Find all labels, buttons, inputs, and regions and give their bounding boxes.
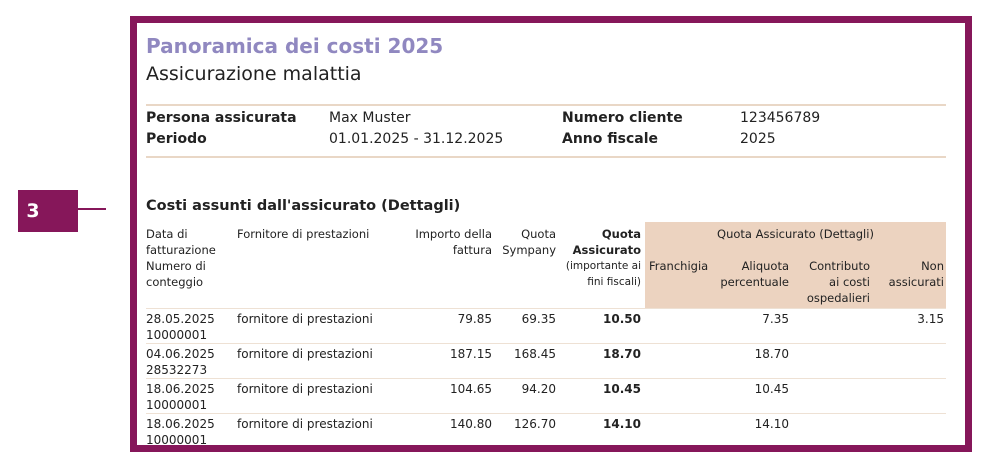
column-header: Contributo (809, 259, 870, 273)
info-value: 01.01.2025 - 31.12.2025 (329, 131, 504, 147)
callout-line (50, 208, 106, 210)
cell-date: 18.06.2025 (146, 382, 215, 396)
subtitle: Assicurazione malattia (146, 63, 362, 85)
cell: 187.15 (450, 347, 492, 361)
cell: 14.10 (603, 417, 641, 431)
cell: fornitore di prestazioni (237, 312, 373, 326)
cell: 140.80 (450, 417, 492, 431)
column-header: Aliquota (741, 259, 789, 273)
document-frame: Panoramica dei costi 2025 Assicurazione … (130, 16, 972, 452)
column-header: percentuale (720, 275, 789, 289)
column-header: Assicurato (572, 243, 641, 257)
cell: 18.70 (603, 347, 641, 361)
cell-date: 28.05.2025 (146, 312, 215, 326)
divider (146, 156, 946, 158)
column-header: Non (921, 259, 944, 273)
cell-number: 10000001 (146, 433, 208, 447)
callout-box (18, 190, 78, 232)
cell: 126.70 (514, 417, 556, 431)
row-separator (146, 378, 946, 379)
cell-date: 18.06.2025 (146, 417, 215, 431)
divider (146, 104, 946, 106)
row-separator (146, 308, 946, 309)
row-separator (146, 343, 946, 344)
info-value: 2025 (740, 131, 776, 147)
column-header: assicurati (888, 275, 944, 289)
column-header: Importo della (415, 227, 492, 241)
column-header: conteggio (146, 275, 204, 289)
cell-number: 28532273 (146, 363, 208, 377)
column-header: ospedalieri (806, 291, 870, 305)
title: Panoramica dei costi 2025 (146, 34, 444, 58)
cell: 10.45 (603, 382, 641, 396)
callout-number: 3 (26, 200, 40, 222)
cell: fornitore di prestazioni (237, 347, 373, 361)
column-header: Sympany (502, 243, 556, 257)
column-header-note: fini fiscali) (587, 276, 641, 288)
info-label: Persona assicurata (146, 110, 297, 126)
column-header: Data di (146, 227, 188, 241)
cell-date: 04.06.2025 (146, 347, 215, 361)
cell: 14.10 (754, 417, 789, 431)
cell: 94.20 (521, 382, 556, 396)
info-label: Periodo (146, 131, 207, 147)
cell: 7.35 (762, 312, 789, 326)
column-header: Quota (601, 227, 641, 241)
shaded-header (645, 222, 946, 308)
cell-number: 10000001 (146, 328, 208, 342)
cell: fornitore di prestazioni (237, 382, 373, 396)
cell: 10.45 (754, 382, 789, 396)
column-header: fattura (452, 243, 492, 257)
cell: fornitore di prestazioni (237, 417, 373, 431)
column-header-note: (importante ai (565, 260, 641, 272)
column-header: Franchigia (649, 259, 709, 273)
cell-number: 10000001 (146, 398, 208, 412)
cell: 18.70 (754, 347, 789, 361)
column-header: Quota (521, 227, 556, 241)
cell: 10.50 (603, 312, 641, 326)
info-label: Numero cliente (562, 110, 683, 126)
info-value: 123456789 (740, 110, 821, 126)
column-header: Numero di (146, 259, 206, 273)
document: Panoramica dei costi 2025 Assicurazione … (137, 23, 965, 445)
group-header: Quota Assicurato (Dettagli) (717, 227, 874, 241)
cell: 69.35 (521, 312, 556, 326)
section-title: Costi assunti dall'assicurato (Dettagli) (146, 198, 461, 214)
info-value: Max Muster (329, 110, 411, 126)
cell: 168.45 (514, 347, 556, 361)
column-header: fatturazione (146, 243, 216, 257)
cell: 104.65 (450, 382, 492, 396)
cell: 79.85 (457, 312, 492, 326)
column-header: ai costi (829, 275, 870, 289)
info-label: Anno fiscale (562, 131, 659, 147)
cell: 3.15 (917, 312, 944, 326)
row-separator (146, 413, 946, 414)
column-header: Fornitore di prestazioni (237, 227, 370, 241)
